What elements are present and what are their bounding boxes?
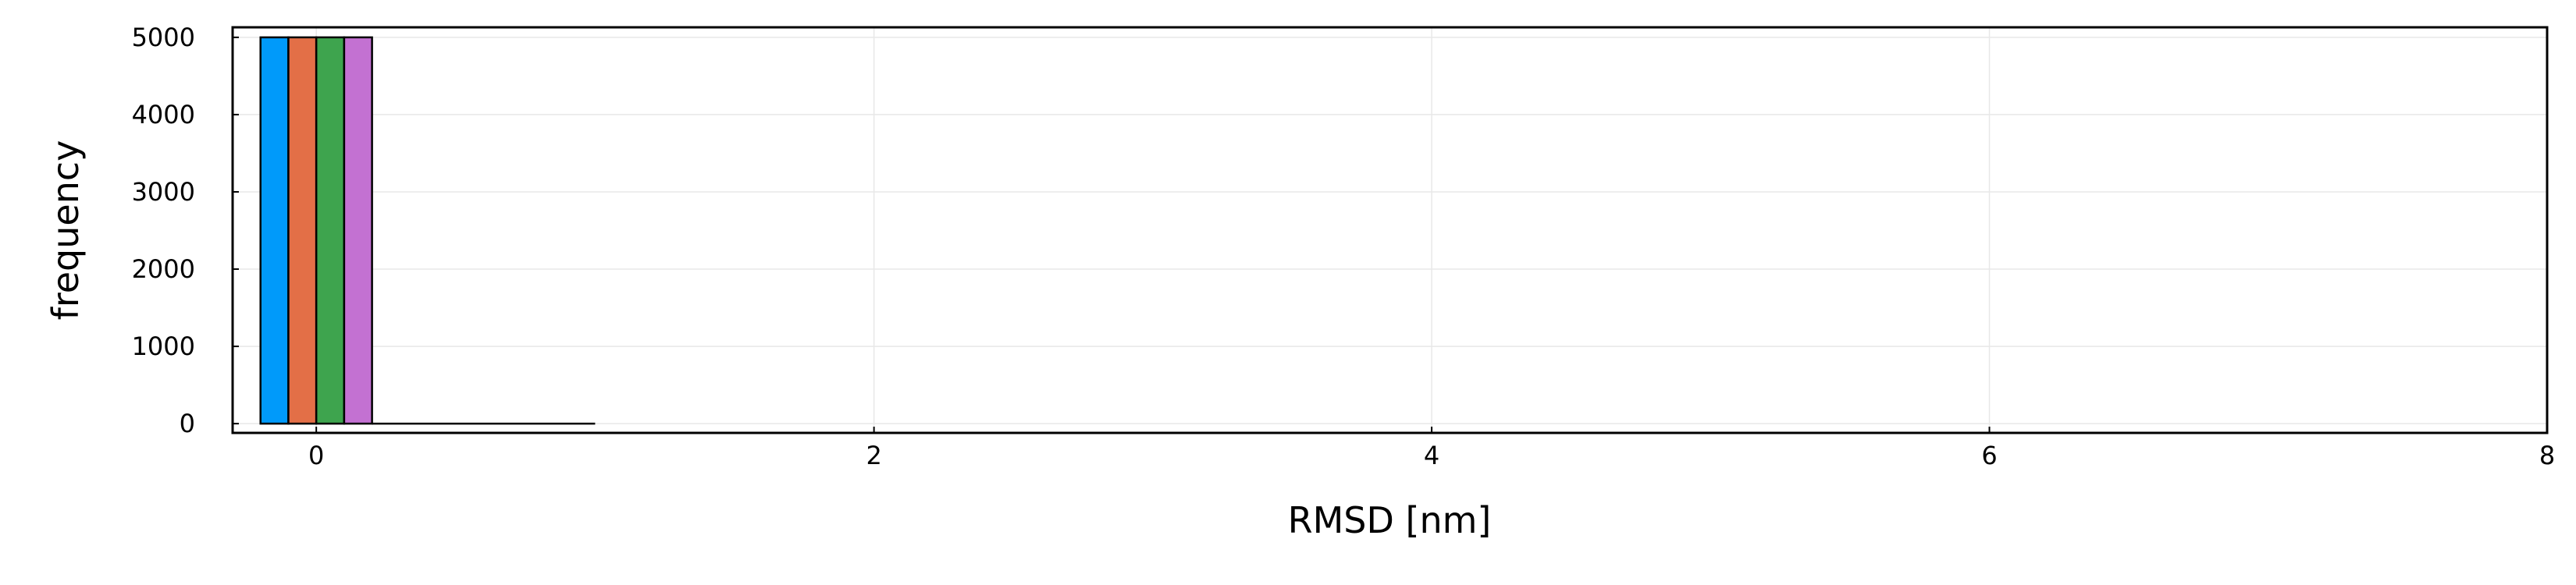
x-axis-label: RMSD [nm]: [1288, 499, 1492, 541]
axis-ticks: 0 2 4 6 8 0 1000 2000 3000 4000 5000: [132, 23, 2556, 470]
y-tick-label: 0: [180, 409, 195, 438]
plot-frame: [231, 26, 2549, 434]
y-tick-label: 4000: [132, 100, 195, 129]
histogram-bar: [315, 36, 346, 425]
y-tick-label: 5000: [132, 23, 195, 52]
x-tick-label: 0: [308, 441, 324, 470]
y-tick-label: 3000: [132, 177, 195, 207]
y-tick-label: 2000: [132, 254, 195, 284]
x-tick-label: 6: [1981, 441, 1997, 470]
x-tick-label: 2: [866, 441, 881, 470]
y-tick-label: 1000: [132, 332, 195, 361]
y-axis-label: frequency: [44, 140, 87, 321]
x-tick-label: 8: [2539, 441, 2555, 470]
x-tick-label: 4: [1424, 441, 1439, 470]
histogram-bar: [343, 36, 373, 425]
grid-lines: [233, 27, 2548, 433]
histogram-bar: [287, 36, 318, 425]
histogram-bars: [259, 36, 596, 425]
histogram-bar: [259, 36, 290, 425]
